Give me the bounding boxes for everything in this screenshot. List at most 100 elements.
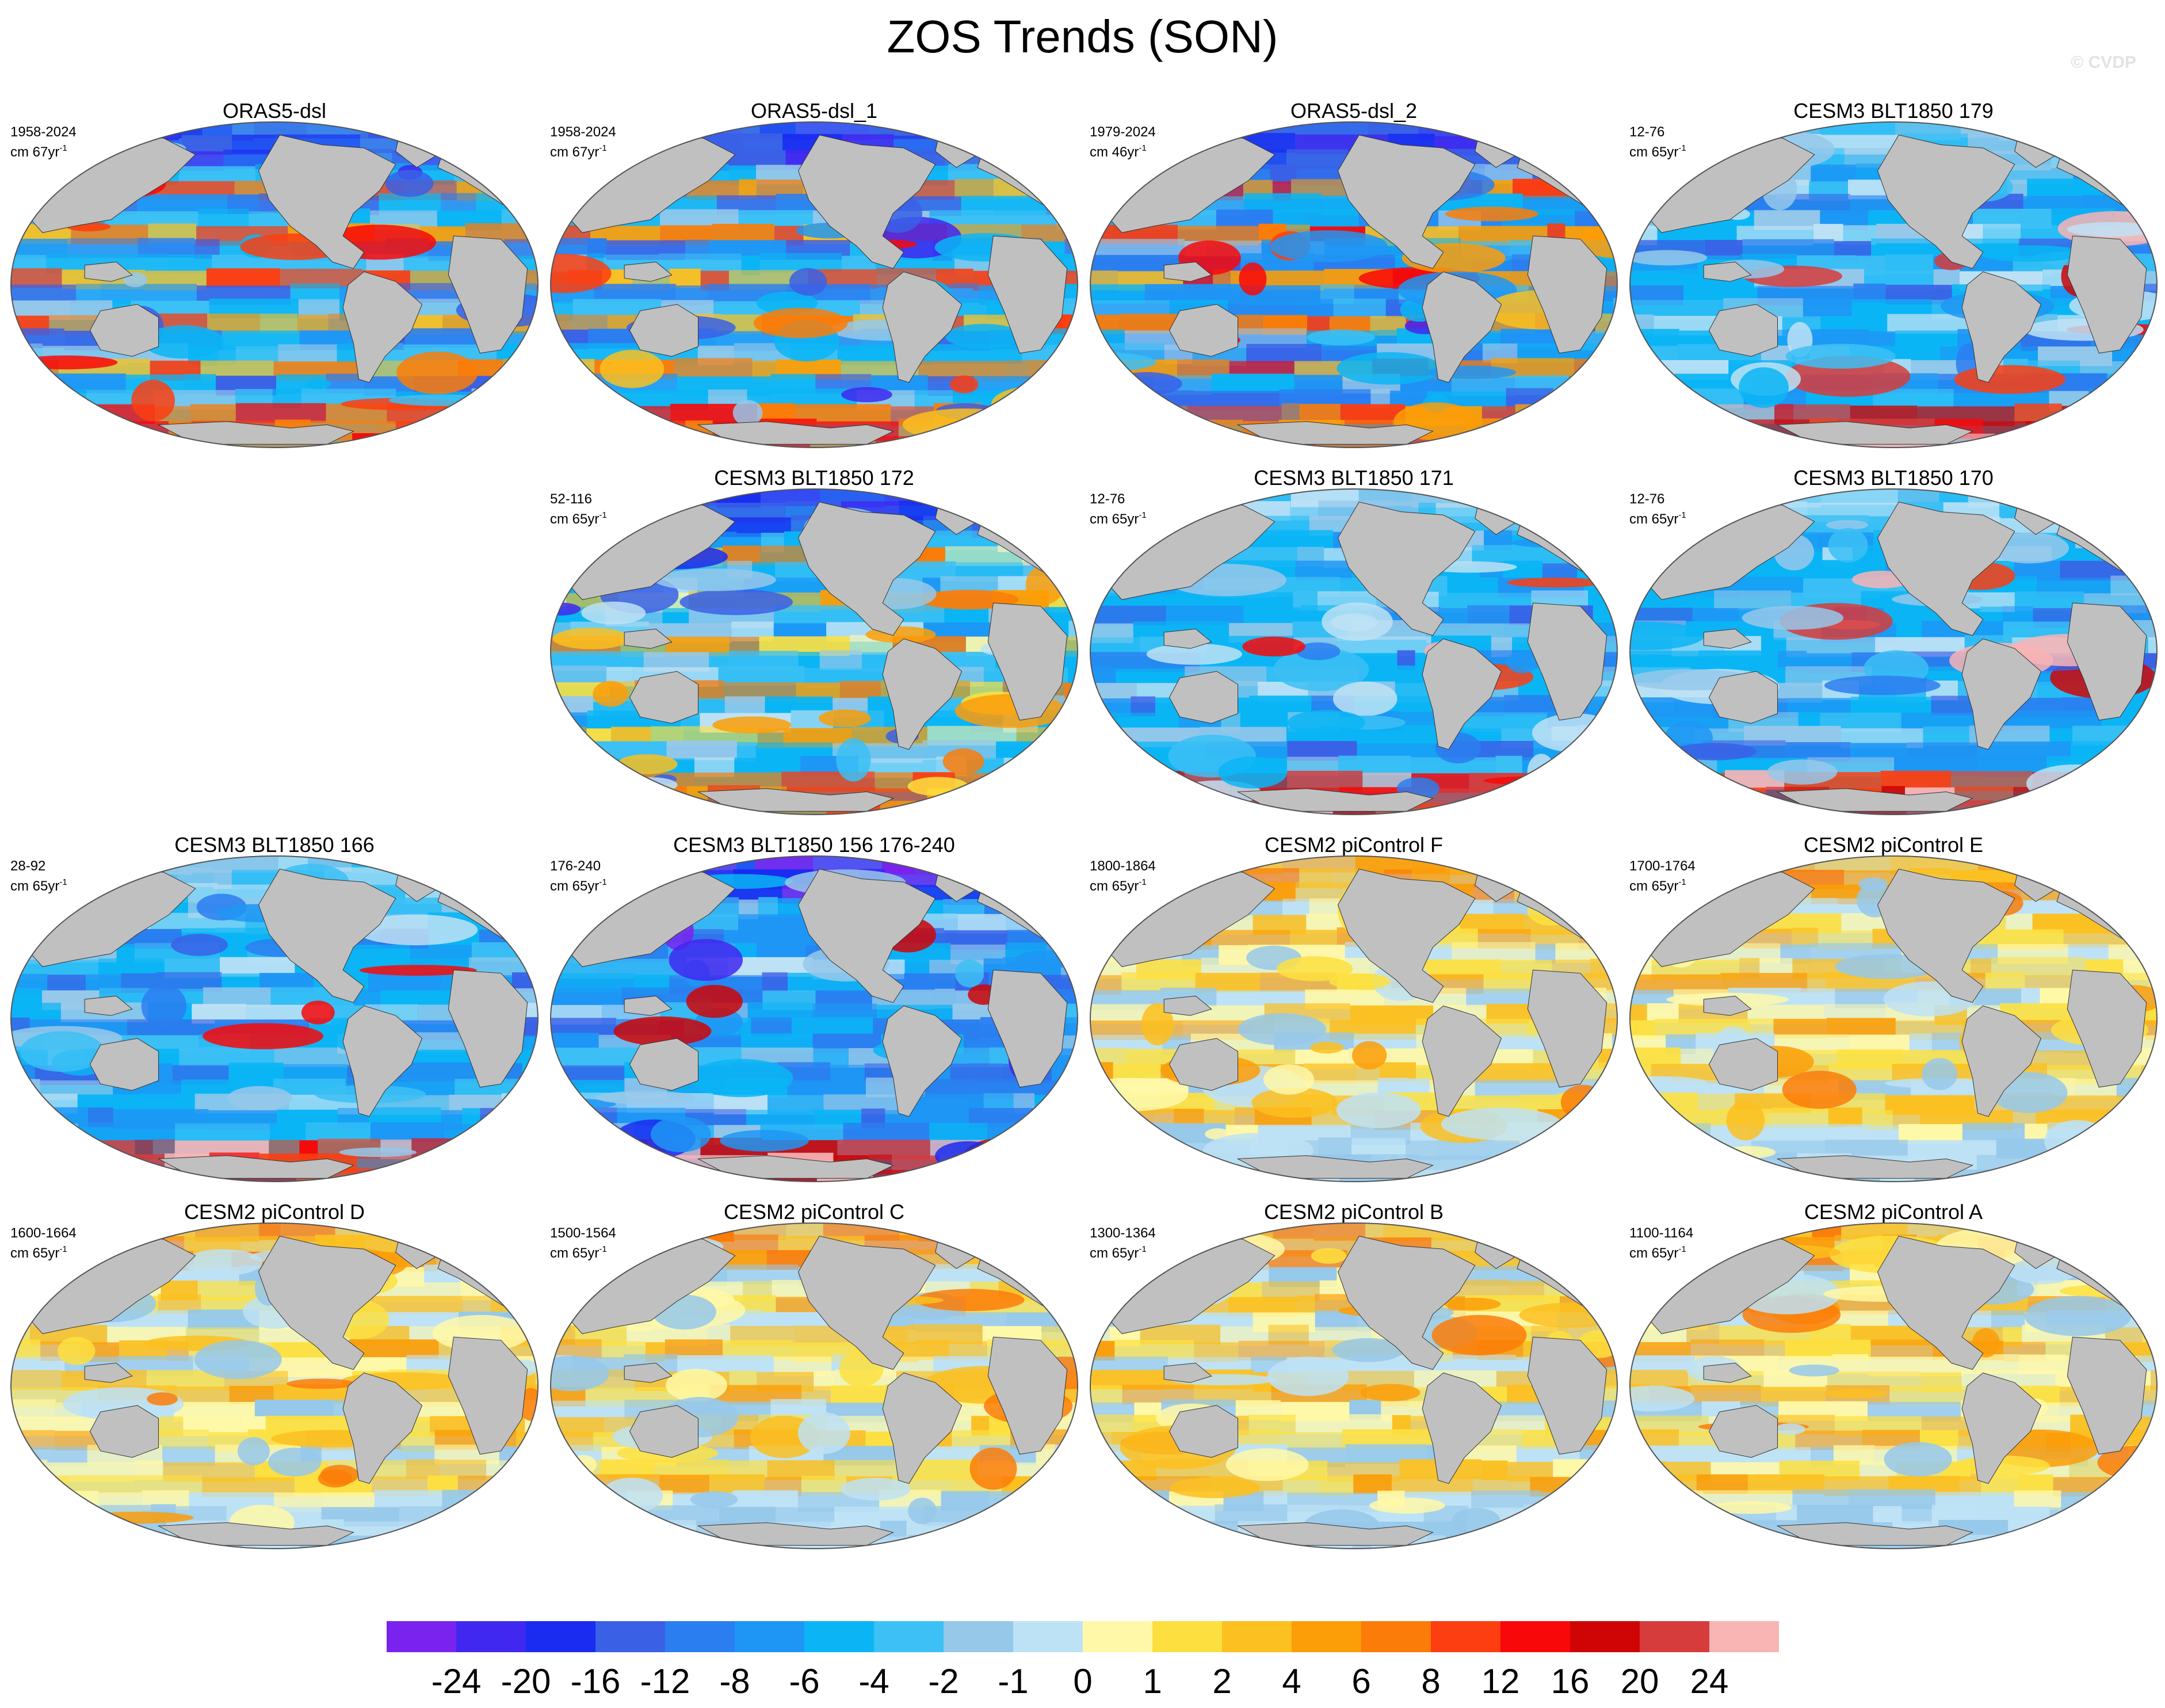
anomaly-cell bbox=[1525, 421, 1593, 441]
anomaly-cell bbox=[1614, 1504, 1617, 1524]
land-africa bbox=[987, 235, 1068, 354]
anomaly-cell bbox=[2129, 1507, 2157, 1527]
anomaly-cell bbox=[35, 867, 104, 887]
anomaly-blob bbox=[1630, 621, 1704, 650]
anomaly-cell bbox=[774, 605, 849, 625]
anomaly-cell bbox=[270, 1123, 306, 1143]
map-panel-cesm3-172: CESM3 BLT1850 172 52-116 cm 65yr-1 bbox=[548, 466, 1080, 817]
anomaly-cell bbox=[1090, 787, 1140, 807]
colorbar-swatch bbox=[1640, 1621, 1710, 1652]
anomaly-cell bbox=[502, 912, 538, 933]
map-outline bbox=[550, 1222, 1078, 1549]
figure-title: ZOS Trends (SON) bbox=[887, 11, 1278, 62]
anomaly-cell bbox=[625, 1520, 696, 1540]
trend-map bbox=[1090, 855, 1618, 1182]
anomaly-cell bbox=[1558, 868, 1616, 888]
map-outline bbox=[1090, 121, 1618, 448]
anomaly-cell bbox=[1054, 800, 1078, 815]
anomaly-cell bbox=[1646, 1155, 1711, 1175]
anomaly-cell bbox=[1064, 697, 1078, 717]
anomaly-cell bbox=[1090, 406, 1124, 426]
anomaly-cell bbox=[522, 1064, 538, 1084]
anomaly-blob bbox=[712, 716, 792, 733]
anomaly-cell bbox=[2159, 870, 2160, 889]
anomaly-cell bbox=[1162, 1522, 1190, 1542]
anomaly-cell bbox=[368, 122, 465, 139]
anomaly-cell bbox=[533, 178, 538, 198]
anomaly-cell bbox=[1057, 1252, 1078, 1272]
anomaly-blob bbox=[1532, 713, 1617, 752]
anomaly-cell bbox=[531, 1267, 538, 1287]
map-outline bbox=[1090, 1222, 1618, 1549]
anomaly-cell bbox=[819, 650, 862, 670]
anomaly-cell bbox=[396, 434, 418, 448]
anomaly-cell bbox=[1710, 421, 1738, 441]
anomaly-cell bbox=[1630, 328, 1679, 349]
anomaly-blob bbox=[1431, 1315, 1527, 1356]
anomaly-cell bbox=[997, 516, 1078, 536]
anomaly-blob bbox=[1146, 643, 1242, 665]
anomaly-cell bbox=[502, 1474, 538, 1495]
anomaly-cell bbox=[398, 856, 495, 874]
anomaly-blob bbox=[797, 1412, 850, 1454]
anomaly-cell bbox=[2137, 884, 2157, 904]
anomaly-blob bbox=[617, 754, 678, 774]
land-antarctica bbox=[697, 421, 894, 445]
colorbar-tick-label: 0 bbox=[1073, 1662, 1093, 1701]
anomaly-cell bbox=[992, 1520, 1078, 1540]
anomaly-cell bbox=[175, 1123, 270, 1143]
anomaly-cell bbox=[602, 135, 631, 155]
anomaly-blob bbox=[1311, 1248, 1347, 1264]
anomaly-cell bbox=[1078, 1355, 1080, 1374]
anomaly-cell bbox=[1645, 502, 1694, 522]
anomaly-cell bbox=[1543, 1155, 1617, 1175]
anomaly-cell bbox=[1705, 1234, 1739, 1254]
anomaly-cell bbox=[1547, 856, 1587, 872]
anomaly-cell bbox=[1057, 1535, 1078, 1549]
anomaly-cell bbox=[1090, 1385, 1122, 1405]
anomaly-cell bbox=[532, 224, 538, 244]
anomaly-cell bbox=[1074, 1297, 1078, 1317]
anomaly-blob bbox=[942, 748, 984, 775]
anomaly-cell bbox=[1540, 1536, 1583, 1549]
anomaly-cell bbox=[551, 666, 606, 686]
trend-map bbox=[1629, 1222, 2158, 1549]
colorbar-tick-label: 16 bbox=[1551, 1662, 1590, 1701]
anomaly-cell bbox=[1090, 885, 1119, 905]
panel-years: 52-116 bbox=[550, 491, 592, 507]
land-namerica bbox=[797, 502, 936, 636]
map-panel-oras5-dsl-2: ORAS5-dsl_2 1979-2024 cm 46yr-1 bbox=[1087, 99, 1620, 450]
anomaly-cell bbox=[11, 1505, 100, 1525]
anomaly-cell bbox=[1090, 548, 1115, 568]
anomaly-cell bbox=[488, 885, 508, 905]
colorbar-swatch bbox=[1361, 1621, 1431, 1652]
anomaly-cell bbox=[1504, 133, 1564, 154]
anomaly-cell bbox=[607, 786, 687, 806]
anomaly-cell bbox=[551, 1223, 613, 1241]
anomaly-blob bbox=[1824, 675, 1941, 696]
colorbar-tick-label: 2 bbox=[1212, 1662, 1232, 1701]
anomaly-cell bbox=[494, 1264, 531, 1284]
anomaly-cell bbox=[955, 1223, 993, 1241]
anomaly-cell bbox=[551, 1492, 628, 1512]
anomaly-cell bbox=[81, 1154, 165, 1174]
anomaly-cell bbox=[1578, 151, 1617, 171]
land-namerica bbox=[1877, 1236, 2015, 1370]
anomaly-blob bbox=[143, 325, 224, 359]
anomaly-blob bbox=[593, 681, 629, 707]
anomaly-cell bbox=[1568, 1223, 1617, 1242]
land-antarctica bbox=[1236, 1522, 1434, 1546]
anomaly-cell bbox=[992, 1223, 1064, 1240]
anomaly-cell bbox=[490, 1522, 538, 1542]
anomaly-cell bbox=[2115, 883, 2137, 903]
anomaly-blob bbox=[339, 1147, 417, 1157]
anomaly-cell bbox=[1619, 563, 1620, 582]
land-australia bbox=[1169, 304, 1238, 357]
anomaly-cell bbox=[1630, 713, 1645, 733]
anomaly-blob bbox=[396, 351, 478, 394]
anomaly-blob bbox=[1270, 230, 1388, 263]
anomaly-cell bbox=[2111, 122, 2154, 139]
anomaly-cell bbox=[597, 1534, 643, 1549]
land-antarctica bbox=[1236, 1155, 1434, 1179]
anomaly-cell bbox=[1630, 419, 1662, 439]
